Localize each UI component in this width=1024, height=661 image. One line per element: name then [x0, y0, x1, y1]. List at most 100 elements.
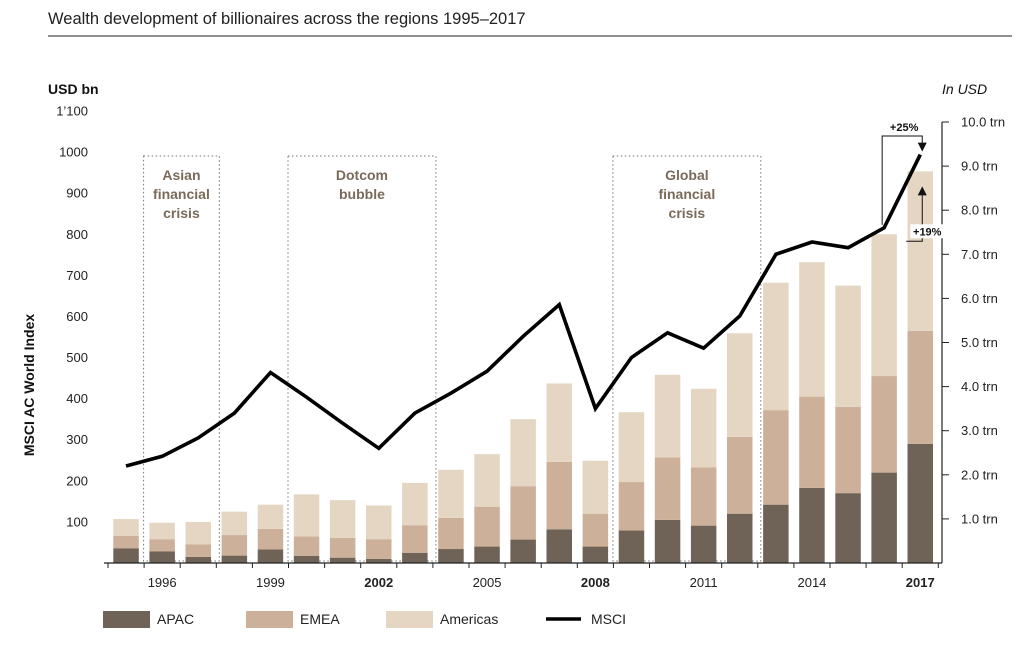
bar-emea-2011	[690, 467, 717, 526]
bar-americas-2002	[366, 505, 392, 540]
bar-apac-1995	[113, 548, 139, 563]
right-tick-label-6: 6.0 trn	[961, 291, 998, 306]
bar-americas-2017	[907, 171, 933, 331]
x-tick-label-1999: 1999	[256, 575, 285, 590]
annotation-label-2-1: Dotcom	[336, 167, 388, 183]
bar-americas-2008	[582, 460, 609, 514]
growth-line-label: +25%	[890, 122, 919, 134]
left-tick-label-300: 300	[66, 432, 88, 447]
right-axis-unit: In USD	[942, 81, 987, 97]
bar-emea-2000	[293, 536, 320, 557]
bar-apac-2004	[438, 549, 464, 563]
growth-bar-label-bg	[910, 224, 945, 239]
bar-emea-2016	[871, 376, 897, 473]
right-tick-label-1: 1.0 trn	[961, 511, 998, 526]
bar-americas-2006	[510, 419, 536, 487]
annotation-label-1-2: financial	[153, 186, 210, 202]
left-tick-label-500: 500	[66, 350, 88, 365]
bar-apac-2017	[907, 443, 933, 563]
bar-emea-2008	[582, 513, 609, 547]
left-tick-label-1000: 1000	[59, 145, 88, 160]
bar-americas-2015	[835, 285, 861, 407]
bar-emea-1997	[185, 544, 211, 557]
bar-emea-1995	[113, 535, 139, 549]
annotation-label-3-1: Global	[665, 167, 709, 183]
annotation-group: Asian financial crisis Dotcom bubble Global fi…	[143, 155, 762, 562]
bar-emea-2009	[618, 482, 645, 531]
legend-swatch-apac	[103, 611, 150, 628]
bar-emea-2013	[763, 410, 789, 505]
legend-label-apac: APAC	[157, 611, 194, 627]
right-tick-label-9: 9.0 trn	[961, 159, 998, 174]
bar-americas-2005	[474, 454, 500, 507]
left-tick-label-200: 200	[66, 473, 88, 488]
bar-emea-1998	[221, 535, 248, 556]
growth-bar-bracket	[906, 195, 923, 242]
right-tick-label-5: 5.0 trn	[961, 335, 998, 350]
bar-americas-1995	[113, 519, 139, 536]
legend-label-msci: MSCI	[591, 611, 626, 627]
bar-americas-1996	[149, 522, 175, 540]
bar-americas-2004	[438, 469, 464, 518]
chart-title: Wealth development of billionaires acros…	[48, 10, 526, 28]
x-tick-label-2005: 2005	[473, 575, 502, 590]
right-tick-label-2: 2.0 trn	[961, 467, 998, 482]
y-axis-label: MSCI AC World Index	[21, 314, 37, 457]
bar-emea-1999	[257, 528, 284, 550]
bar-emea-2012	[727, 436, 753, 514]
bar-apac-2010	[654, 519, 681, 563]
x-tick-label-1996: 1996	[148, 575, 177, 590]
right-tick-label-8: 8.0 trn	[961, 203, 998, 218]
bar-emea-2015	[835, 406, 861, 494]
bar-emea-2017	[907, 330, 933, 444]
left-axis-unit: USD bn	[48, 81, 99, 97]
left-tick-label-1100: 1’100	[56, 104, 88, 119]
x-tick-label-2014: 2014	[797, 575, 826, 590]
bar-apac-2011	[690, 525, 717, 563]
bar-emea-2010	[654, 457, 681, 520]
bar-americas-2003	[402, 482, 428, 526]
legend-label-emea: EMEA	[300, 611, 340, 627]
bar-emea-2004	[438, 517, 464, 550]
bar-apac-1999	[257, 549, 284, 563]
bar-americas-1998	[221, 511, 248, 536]
x-tick-label-2017: 2017	[906, 575, 935, 590]
annotation-label-3-2: financial	[658, 186, 715, 202]
msci-line	[125, 153, 922, 468]
bar-apac-1998	[221, 555, 248, 563]
right-tick-label-7: 7.0 trn	[961, 247, 998, 262]
bar-americas-2001	[329, 500, 356, 538]
bar-americas-1999	[257, 504, 284, 529]
bar-emea-2006	[510, 486, 536, 540]
bar-americas-2009	[618, 412, 645, 483]
x-tick-label-2008: 2008	[581, 575, 610, 590]
annotation-label-2-2: bubble	[339, 186, 385, 202]
bar-apac-2006	[510, 539, 536, 563]
bar-emea-2007	[546, 461, 572, 530]
msci-line-group	[125, 153, 922, 468]
annotation-label-1-1: Asian	[162, 167, 200, 183]
bar-apac-2002	[366, 558, 392, 563]
annotation-label-3-3: crisis	[669, 205, 706, 221]
bar-americas-2014	[799, 262, 825, 397]
annotation-label-1-3: crisis	[163, 205, 200, 221]
legend-swatch-americas	[386, 611, 433, 628]
bar-americas-2007	[546, 383, 572, 462]
bar-americas-1997	[185, 521, 211, 545]
growth-line-bracket	[881, 135, 923, 225]
left-tick-label-900: 900	[66, 186, 88, 201]
bar-apac-2000	[293, 556, 320, 563]
bar-apac-2009	[618, 530, 645, 563]
bar-americas-2000	[293, 494, 320, 537]
bar-emea-2003	[402, 525, 428, 553]
left-tick-label-700: 700	[66, 268, 88, 283]
growth-bar-arrowhead	[917, 186, 927, 196]
left-tick-label-100: 100	[66, 514, 88, 529]
bar-emea-2005	[474, 506, 500, 547]
legend-swatch-emea	[246, 611, 293, 628]
bar-apac-2012	[727, 513, 753, 563]
bar-apac-1997	[185, 556, 211, 563]
bar-apac-2013	[763, 504, 789, 563]
bar-apac-2007	[546, 529, 572, 563]
